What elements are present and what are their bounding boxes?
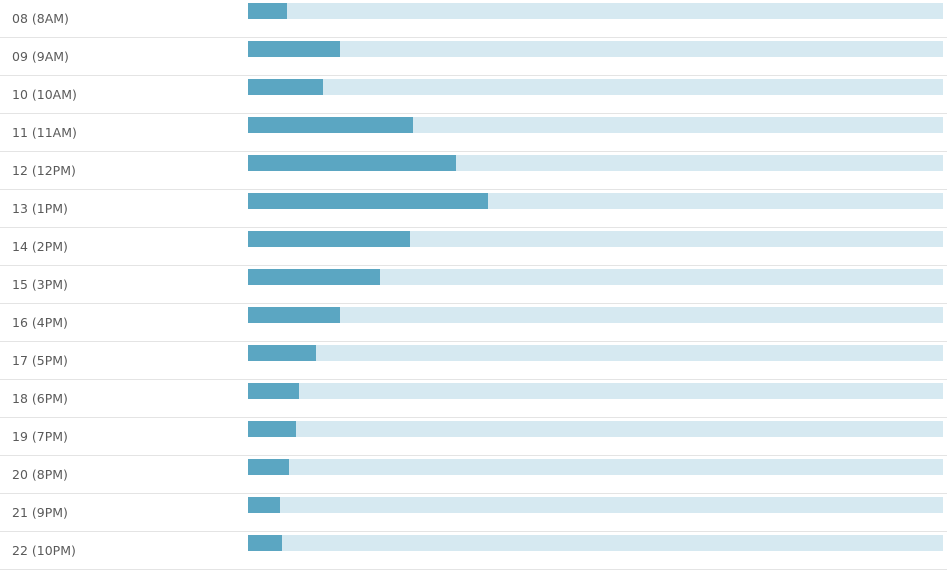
bar [248, 345, 316, 361]
category-label: 14 (2PM) [12, 239, 68, 254]
chart-row: 15 (3PM) [0, 266, 947, 304]
chart-row: 16 (4PM) [0, 304, 947, 342]
bar-track [248, 497, 943, 513]
bar-track [248, 383, 943, 399]
chart-row: 09 (9AM) [0, 38, 947, 76]
category-label: 20 (8PM) [12, 467, 68, 482]
bar-track [248, 3, 943, 19]
bar [248, 231, 410, 247]
category-label: 10 (10AM) [12, 87, 77, 102]
chart-row: 22 (10PM) [0, 532, 947, 570]
bar [248, 421, 296, 437]
bar-track [248, 193, 943, 209]
category-label: 08 (8AM) [12, 11, 69, 26]
chart-row: 21 (9PM) [0, 494, 947, 532]
bar [248, 307, 340, 323]
chart-row: 18 (6PM) [0, 380, 947, 418]
bar [248, 497, 280, 513]
category-label: 16 (4PM) [12, 315, 68, 330]
bar-track [248, 269, 943, 285]
bar-track [248, 79, 943, 95]
chart-row: 14 (2PM) [0, 228, 947, 266]
bar-track [248, 231, 943, 247]
bar-track [248, 117, 943, 133]
bar [248, 269, 380, 285]
bar-track [248, 307, 943, 323]
bar [248, 155, 456, 171]
chart-row: 12 (12PM) [0, 152, 947, 190]
bar [248, 3, 287, 19]
chart-row: 17 (5PM) [0, 342, 947, 380]
category-label: 17 (5PM) [12, 353, 68, 368]
bar [248, 383, 299, 399]
category-label: 15 (3PM) [12, 277, 68, 292]
chart-row: 19 (7PM) [0, 418, 947, 456]
bar [248, 41, 340, 57]
bar [248, 117, 413, 133]
category-label: 12 (12PM) [12, 163, 76, 178]
bar [248, 193, 488, 209]
category-label: 11 (11AM) [12, 125, 77, 140]
chart-row: 20 (8PM) [0, 456, 947, 494]
bar-track [248, 41, 943, 57]
bar-track [248, 421, 943, 437]
category-label: 19 (7PM) [12, 429, 68, 444]
bar [248, 459, 289, 475]
category-label: 21 (9PM) [12, 505, 68, 520]
chart-row: 08 (8AM) [0, 0, 947, 38]
category-label: 22 (10PM) [12, 543, 76, 558]
category-label: 13 (1PM) [12, 201, 68, 216]
category-label: 18 (6PM) [12, 391, 68, 406]
chart-row: 10 (10AM) [0, 76, 947, 114]
chart-row: 13 (1PM) [0, 190, 947, 228]
chart-row: 11 (11AM) [0, 114, 947, 152]
bar-track [248, 535, 943, 551]
bar [248, 79, 323, 95]
bar-track [248, 345, 943, 361]
bar [248, 535, 282, 551]
category-label: 09 (9AM) [12, 49, 69, 64]
bar-track [248, 155, 943, 171]
bar-track [248, 459, 943, 475]
